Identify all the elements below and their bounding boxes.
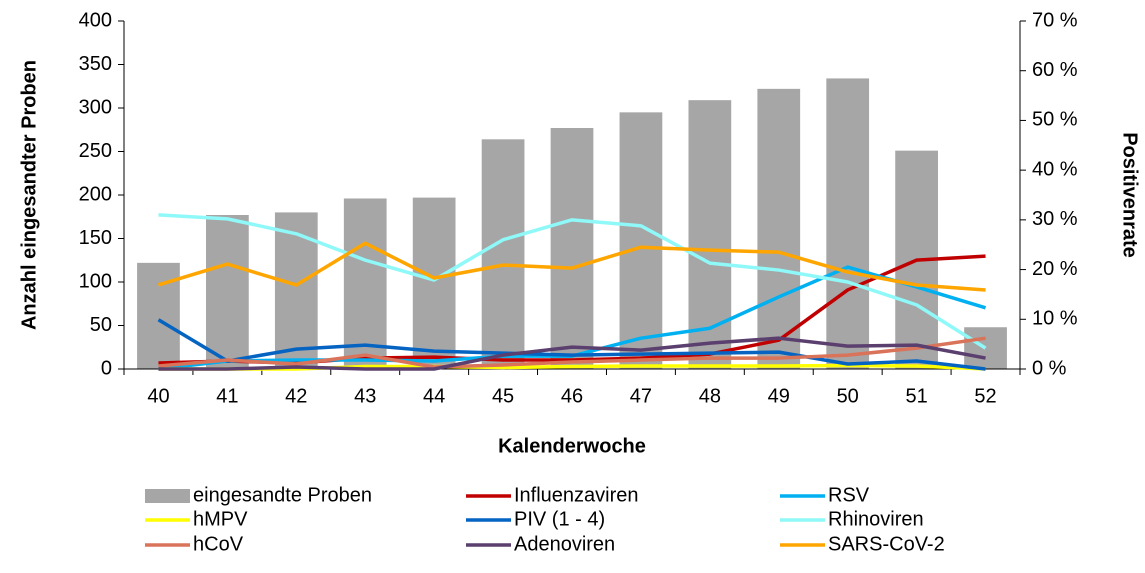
bar: [619, 112, 663, 369]
x-axis-title: Kalenderwoche: [498, 435, 646, 457]
x-tick-label: 45: [492, 385, 514, 407]
y2-tick-label: 30 %: [1032, 208, 1078, 230]
bar: [481, 139, 525, 369]
bar: [757, 88, 801, 370]
legend-label: SARS-CoV-2: [828, 533, 945, 555]
y-tick-label: 400: [79, 9, 112, 31]
bar: [343, 198, 387, 369]
legend-label: eingesandte Proben: [193, 484, 372, 506]
x-tick-label: 44: [423, 385, 445, 407]
y-axis-title: Anzahl eingesandter Proben: [18, 60, 40, 330]
legend-label: Adenoviren: [514, 533, 615, 555]
x-tick-label: 41: [216, 385, 238, 407]
bar: [274, 212, 318, 369]
line: [158, 213, 987, 350]
bar: [412, 197, 456, 369]
y2-tick-label: 10 %: [1032, 308, 1078, 330]
y-tick-label: 350: [79, 53, 112, 75]
x-tick-label: 46: [561, 385, 583, 407]
y2-tick-label: 50 %: [1032, 109, 1078, 131]
x-tick-label: 40: [147, 385, 169, 407]
y-tick-label: 150: [79, 227, 112, 249]
line: [158, 336, 986, 371]
legend-label: Rhinoviren: [828, 508, 924, 530]
x-tick-label: 50: [837, 385, 859, 407]
y-tick-label: 50: [90, 314, 112, 336]
legend-label: hCoV: [193, 533, 244, 555]
y-tick-label: 200: [79, 183, 112, 205]
y2-tick-label: 0 %: [1032, 357, 1067, 379]
line: [157, 318, 986, 371]
x-tick-label: 49: [768, 385, 790, 407]
legend-label: RSV: [828, 484, 870, 506]
y2-tick-label: 20 %: [1032, 258, 1078, 280]
legend-label: Influenzaviren: [514, 484, 639, 506]
legend-swatch: [145, 489, 190, 503]
legend-label: PIV (1 - 4): [514, 508, 605, 530]
y-tick-label: 100: [79, 270, 112, 292]
legend-label: hMPV: [193, 508, 248, 530]
y-tick-label: 300: [79, 96, 112, 118]
x-tick-label: 48: [699, 385, 721, 407]
x-tick-label: 42: [285, 385, 307, 407]
y2-tick-label: 70 %: [1032, 9, 1078, 31]
x-tick-label: 47: [630, 385, 652, 407]
y2-tick-label: 60 %: [1032, 59, 1078, 81]
line: [158, 336, 986, 369]
x-tick-label: 51: [905, 385, 927, 407]
bar: [688, 100, 732, 370]
bar: [550, 128, 594, 369]
x-tick-label: 52: [974, 385, 996, 407]
x-tick-label: 43: [354, 385, 376, 407]
y2-tick-label: 40 %: [1032, 158, 1078, 180]
line: [157, 241, 986, 292]
y-tick-label: 0: [101, 357, 112, 379]
y2-axis-title: Positivenrate: [1119, 132, 1141, 258]
y-tick-label: 250: [79, 140, 112, 162]
bar: [206, 215, 249, 369]
bar: [826, 78, 870, 370]
